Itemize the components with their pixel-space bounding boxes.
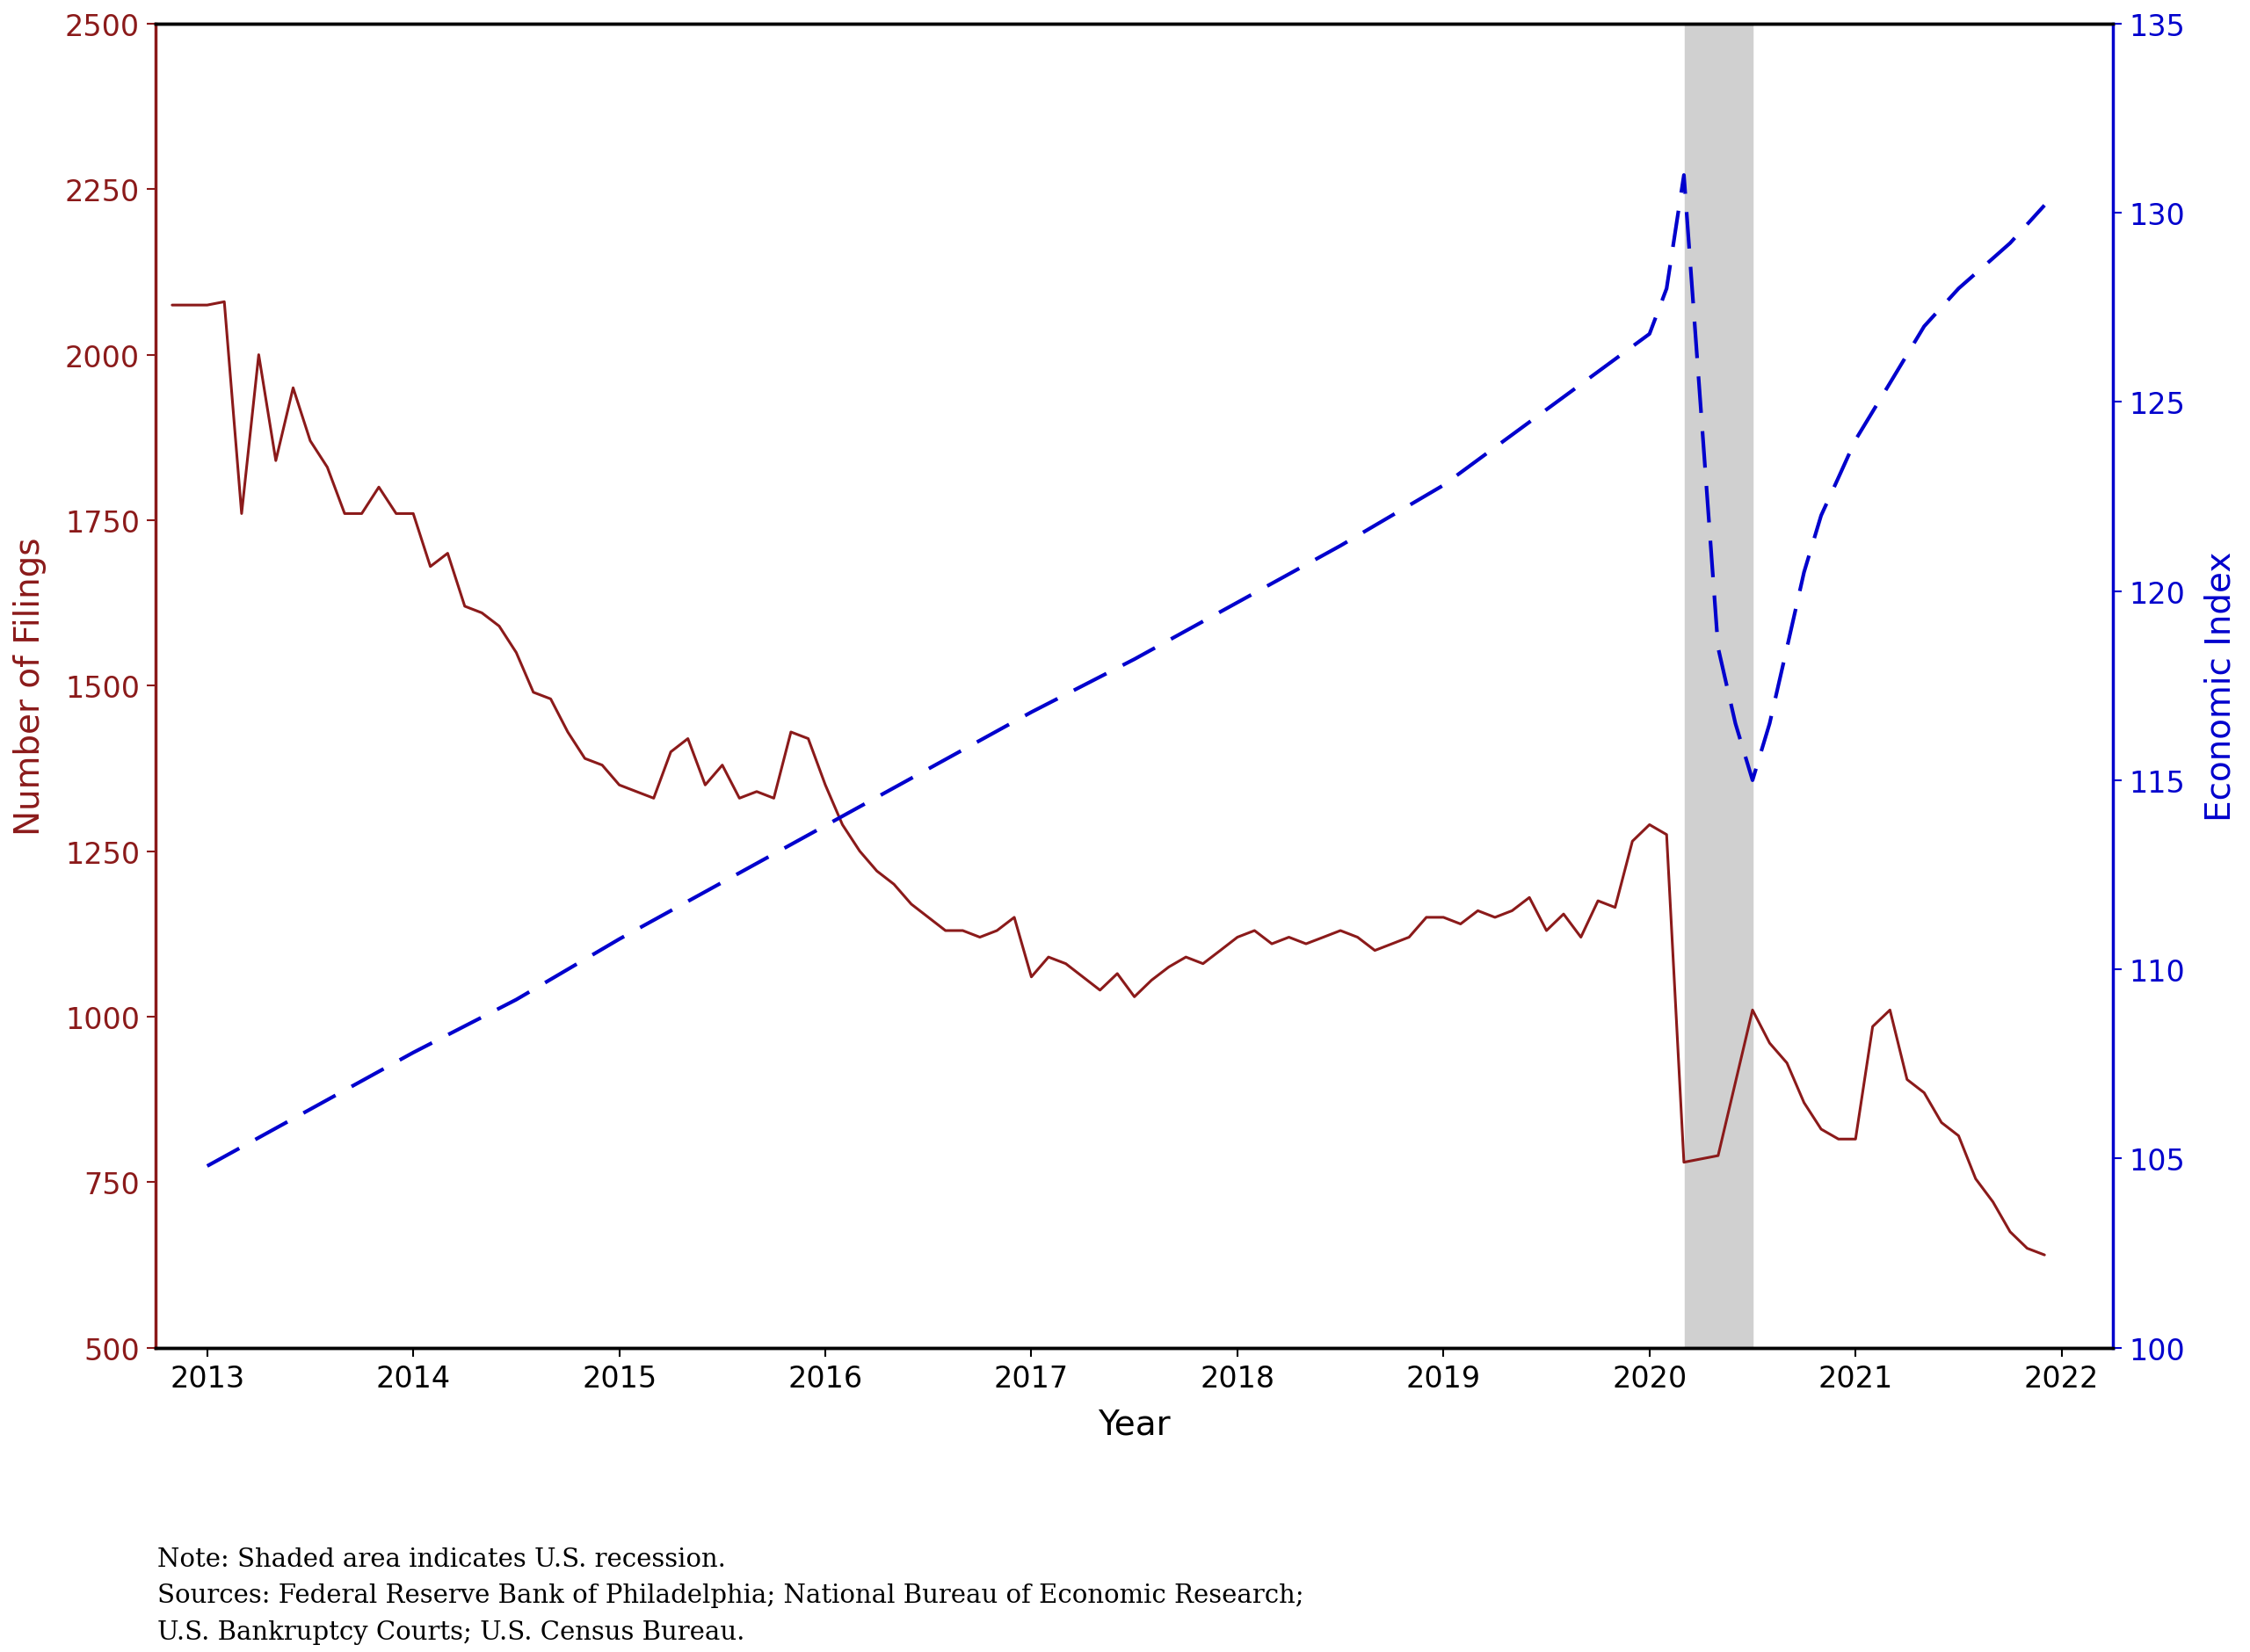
Text: Note: Shaded area indicates U.S. recession.
Sources: Federal Reserve Bank of Phi: Note: Shaded area indicates U.S. recessi…	[158, 1546, 1305, 1644]
Y-axis label: Economic Index: Economic Index	[2203, 552, 2236, 821]
Bar	[1685, 25, 1753, 1348]
Y-axis label: Number of Filings: Number of Filings	[14, 537, 47, 836]
X-axis label: Year: Year	[1098, 1408, 1170, 1441]
